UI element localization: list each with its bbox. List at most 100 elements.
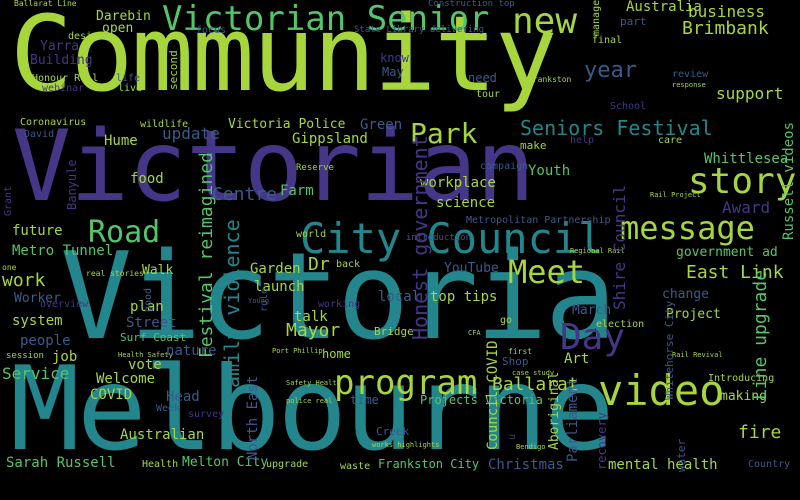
word-life: life: [116, 73, 141, 84]
word-project: Project: [666, 307, 721, 322]
word-u: nature: [166, 343, 217, 359]
word-head: Head: [166, 389, 200, 405]
word-new: new: [512, 1, 578, 42]
word-mental-health: mental health: [608, 457, 718, 473]
word-review: review: [672, 69, 709, 80]
word-ballarat-line: Construction top: [428, 0, 515, 9]
word-road: Road: [88, 215, 161, 250]
word-message: message: [620, 209, 755, 247]
word-victoria: Victoria: [60, 228, 617, 367]
word-bridge: Bridge: [374, 325, 414, 338]
word-art: Art: [564, 351, 590, 367]
word-ballarat: Ballarat: [492, 374, 579, 395]
word-introduction: Metropolitan Partnership: [466, 215, 611, 226]
word-help: help: [570, 135, 595, 146]
word-need: need: [468, 71, 497, 85]
word-change: change: [662, 287, 709, 302]
word-regional-rail: response: [672, 81, 706, 89]
word-launch: launch: [254, 279, 305, 295]
word-march: March: [572, 303, 612, 318]
word-work: work: [2, 270, 46, 291]
word-final: final: [592, 35, 623, 46]
word-street: Street: [126, 315, 177, 331]
word-webinar: webinar: [42, 83, 85, 94]
word-story: story: [688, 161, 797, 202]
word-centre: Centre: [212, 184, 278, 205]
word-design: design: [68, 31, 105, 42]
word-east-link: East Link: [686, 262, 784, 283]
word-bendigo: works highlights: [372, 441, 440, 449]
word-wildlife: wildlife: [140, 119, 189, 130]
word-school: School: [610, 101, 647, 112]
word-live: live: [118, 83, 143, 94]
word-seniors-festival: Seniors Festival: [520, 116, 713, 140]
word-frankston: Reserve: [296, 163, 334, 173]
word-overview: real stories: [86, 269, 144, 278]
word-fire: fire: [738, 422, 782, 443]
word-support: support: [716, 84, 784, 103]
word-year: year: [584, 58, 637, 83]
word-back: back: [336, 259, 361, 270]
word-upgrade: upgrade: [266, 459, 309, 470]
word-part: part: [620, 15, 647, 28]
word-day: Day: [560, 317, 626, 358]
word-parliament: water: [675, 438, 688, 472]
word-victorian: Victorian: [12, 110, 535, 224]
word-reserve: campaign: [480, 161, 529, 172]
word-family-violence: North East: [245, 375, 261, 460]
word-health: Health: [142, 459, 179, 470]
word-victoria-police: Victoria Police: [228, 117, 346, 132]
word-youtube: YouTube: [444, 261, 499, 276]
word-frankston-city: Frankston City: [378, 457, 480, 471]
word-darebin: Darebin: [96, 9, 151, 24]
word-world: world: [296, 229, 327, 240]
word-management: good: [143, 287, 154, 312]
word-survey: Week: [156, 403, 181, 414]
word-introducing: Introducing: [708, 373, 775, 384]
word-farm: Farm: [280, 183, 314, 199]
word-youth: Youth: [528, 163, 571, 179]
word-welcome: Welcome: [96, 371, 156, 387]
word-people: people: [20, 333, 71, 349]
word-aboriginal: Banyule: [65, 159, 79, 210]
word-update: update: [162, 124, 220, 143]
word-working: working: [318, 299, 361, 310]
word-role: first: [508, 347, 533, 356]
word-port-phillip: Young: [248, 297, 270, 305]
word-future: future: [12, 223, 63, 239]
word-creek: time: [350, 393, 379, 407]
word-care: care: [658, 135, 683, 146]
word-state-library: focus: [196, 25, 227, 36]
word-construction-top: State Library delivering: [354, 25, 485, 35]
word-grant: u: [507, 433, 518, 440]
word-local: local: [378, 289, 421, 305]
word-worker: Worker: [14, 291, 61, 306]
word-banyule: second: [167, 50, 180, 90]
word-case-study: Rail Revival: [672, 351, 723, 359]
word-metropolitan-partnership: Ballarat Line: [14, 0, 77, 8]
word-open: open: [102, 21, 134, 36]
word-government-ad: government ad: [676, 245, 778, 260]
word-good: CFA: [468, 329, 481, 337]
word-system: system: [12, 313, 63, 329]
word-honest-government: Shire Council: [610, 184, 629, 310]
word-dr: Dr: [308, 254, 330, 275]
word-surf-coast: Surf Coast: [120, 331, 187, 344]
word-video: video: [598, 366, 725, 415]
word-week: Creek: [376, 425, 410, 438]
word-food: food: [130, 171, 164, 187]
word-park: Park: [410, 117, 478, 150]
word-one: survey: [188, 409, 225, 420]
word-building: Building: [30, 53, 93, 68]
word-hume: Hume: [104, 133, 138, 149]
word-second: role: [259, 287, 270, 312]
word-safety-health: Port Phillip: [272, 347, 323, 355]
word-focus: session: [6, 351, 44, 361]
word-know: know: [380, 51, 409, 65]
word-plan: plan: [130, 299, 164, 315]
word-police-real: Safety Health: [286, 379, 341, 387]
word-melbourne: Melbourne: [10, 342, 615, 477]
word-top-tips: top tips: [430, 289, 498, 305]
word-business: business: [688, 2, 766, 21]
